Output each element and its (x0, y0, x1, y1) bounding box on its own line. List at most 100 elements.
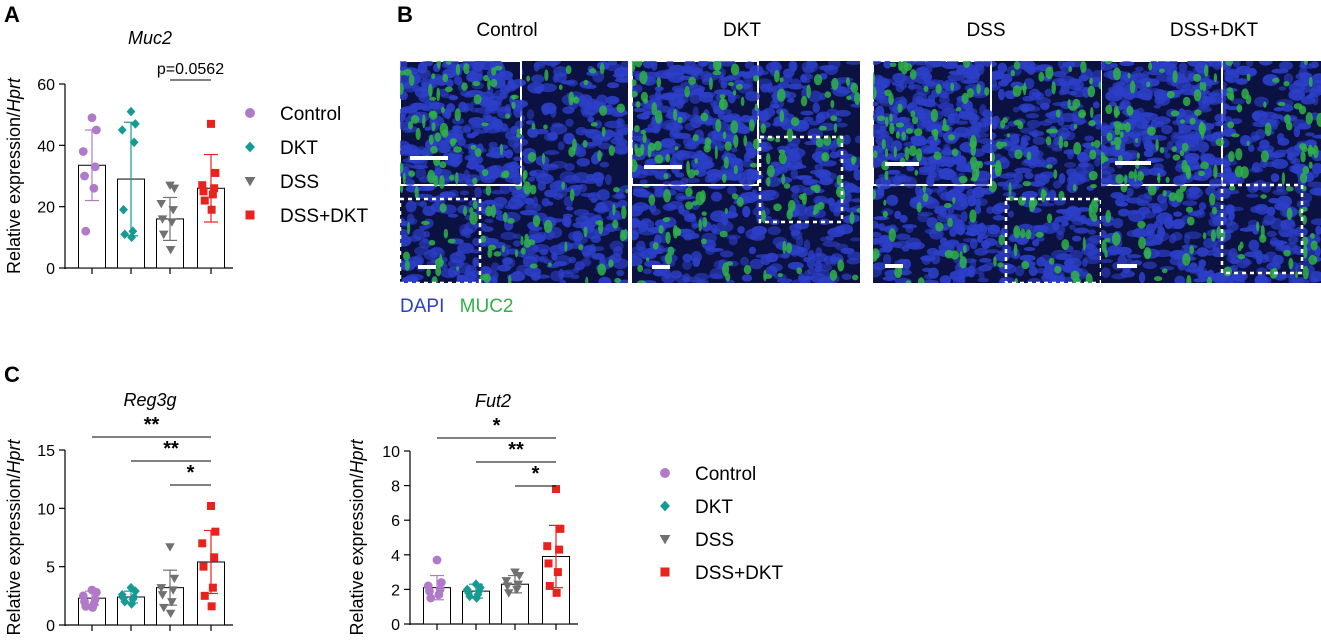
fut2-point-DSS+DKT (553, 568, 562, 577)
reg3g-point-DSS+DKT (199, 562, 208, 571)
fut2-y-tick-label: 0 (391, 617, 400, 634)
legend-marker-DKT (660, 500, 670, 512)
reg3g-point-DKT (126, 582, 136, 593)
fut2-sig-label: ** (508, 439, 524, 461)
muc2-label: MUC2 (459, 296, 514, 317)
group-legend-top: Control DKT DSS DSS+DKT (244, 104, 369, 227)
fut2-point-DKT (471, 579, 481, 590)
dapi-label: DAPI (400, 296, 445, 317)
micrograph-dkt (632, 61, 860, 283)
reg3g-sig-label: ** (163, 438, 179, 460)
muc2-point-DKT (129, 137, 139, 148)
reg3g-ylabel: Relative expression/Hprt (4, 438, 24, 635)
reg3g-point-DSS (158, 603, 169, 613)
muc2-point-DSS+DKT (198, 181, 207, 190)
reg3g-sig-label: ** (144, 414, 160, 436)
muc2-point-DKT (130, 119, 140, 129)
legend-label-DKT: DKT (695, 497, 733, 518)
muc2-point-Control (90, 162, 100, 172)
fut2-point-DSS (503, 589, 514, 598)
muc2-point-DSS+DKT (208, 190, 217, 199)
legend-label-DSS+DKT: DSS+DKT (280, 206, 369, 227)
scale-bar (418, 265, 436, 269)
muc2-point-Control (89, 183, 99, 193)
fut2-point-Control (426, 593, 436, 603)
reg3g-y-tick-label: 15 (37, 443, 55, 460)
muc2-point-Control (91, 125, 101, 135)
fut2-point-DSS (502, 582, 513, 591)
muc2-point-DSS (165, 246, 176, 255)
reg3g-point-DKT (117, 589, 127, 600)
fut2-point-DSS (513, 580, 523, 590)
muc2-y-tick-label: 40 (37, 138, 55, 155)
micrograph-control (400, 61, 628, 283)
reg3g-point-DKT (120, 596, 130, 607)
micro-title-dkt: DKT (723, 20, 761, 41)
reg3g-point-DSS (156, 584, 167, 593)
muc2-point-DSS+DKT (207, 119, 215, 128)
reg3g-point-DSS+DKT (211, 527, 220, 536)
muc2-point-DSS (158, 230, 169, 240)
panel-label-b: B (397, 2, 413, 27)
fut2-point-DSS+DKT (545, 581, 554, 590)
muc2-point-DSS+DKT (199, 187, 208, 196)
reg3g-point-Control (81, 601, 91, 611)
muc2-point-DSS (167, 218, 177, 227)
muc2-point-DSS+DKT (210, 184, 219, 193)
muc2-point-DKT (120, 229, 130, 240)
scale-bar (1117, 264, 1137, 268)
reg3g-y-tick-label: 0 (46, 618, 55, 635)
legend-marker-DSS+DKT (245, 210, 255, 220)
muc2-point-DSS+DKT (207, 205, 216, 214)
reg3g-title: Reg3g (123, 390, 176, 410)
muc2-point-DSS (168, 206, 178, 215)
reg3g-point-DSS (167, 598, 177, 607)
scale-bar (644, 165, 682, 169)
fut2-point-DKT (464, 588, 473, 598)
reg3g-point-DSS+DKT (200, 591, 209, 600)
muc2-sig-label: p=0.0562 (157, 61, 224, 78)
reg3g-point-DSS+DKT (207, 502, 215, 510)
muc2-point-DSS (169, 184, 180, 194)
muc2-point-Control (87, 113, 97, 123)
micro-title-control: Control (476, 20, 538, 41)
muc2-point-Control (81, 226, 91, 236)
muc2-point-DKT (119, 204, 128, 215)
legend-label-DSS: DSS (280, 172, 319, 193)
legend-marker-DSS+DKT (660, 567, 670, 577)
fut2-point-DKT (472, 593, 482, 603)
fut2-y-tick-label: 4 (391, 548, 400, 565)
reg3g-point-Control (88, 603, 98, 612)
micrograph-dss (873, 61, 1101, 283)
fut2-point-DSS+DKT (552, 588, 561, 597)
reg3g-point-DSS (169, 574, 180, 584)
reg3g-point-DSS (157, 591, 168, 600)
scale-bar (652, 265, 670, 269)
fut2-y-tick-label: 6 (391, 513, 400, 530)
fut2-point-Control (436, 578, 446, 587)
muc2-title: Muc2 (128, 28, 172, 48)
reg3g-point-DSS (168, 586, 178, 595)
reg3g-y-tick-label: 5 (46, 560, 55, 577)
fut2-title: Fut2 (475, 391, 511, 411)
stain-legend: DAPI MUC2 (400, 296, 513, 318)
panel-label-c: C (4, 362, 20, 387)
scale-bar (885, 264, 903, 268)
micro-title-dss-dkt: DSS+DKT (1169, 20, 1259, 41)
fut2-point-DSS (512, 585, 522, 595)
scale-bar (1115, 161, 1151, 165)
fut2-point-DSS (501, 577, 512, 586)
fut2-y-tick-label: 2 (391, 582, 400, 599)
muc2-point-DKT (128, 226, 138, 236)
muc2-y-tick-label: 60 (37, 77, 55, 94)
group-legend-bottom: Control DKT DSS DSS+DKT (659, 464, 784, 584)
micro-title-dss: DSS (966, 20, 1006, 41)
reg3g-point-DSS (165, 543, 175, 552)
muc2-y-tick-label: 20 (37, 200, 55, 217)
muc2-y-tick-label: 0 (46, 261, 55, 278)
scale-bar (410, 156, 448, 160)
fut2-point-DKT (462, 584, 472, 595)
reg3g-sig-label: * (187, 462, 195, 484)
